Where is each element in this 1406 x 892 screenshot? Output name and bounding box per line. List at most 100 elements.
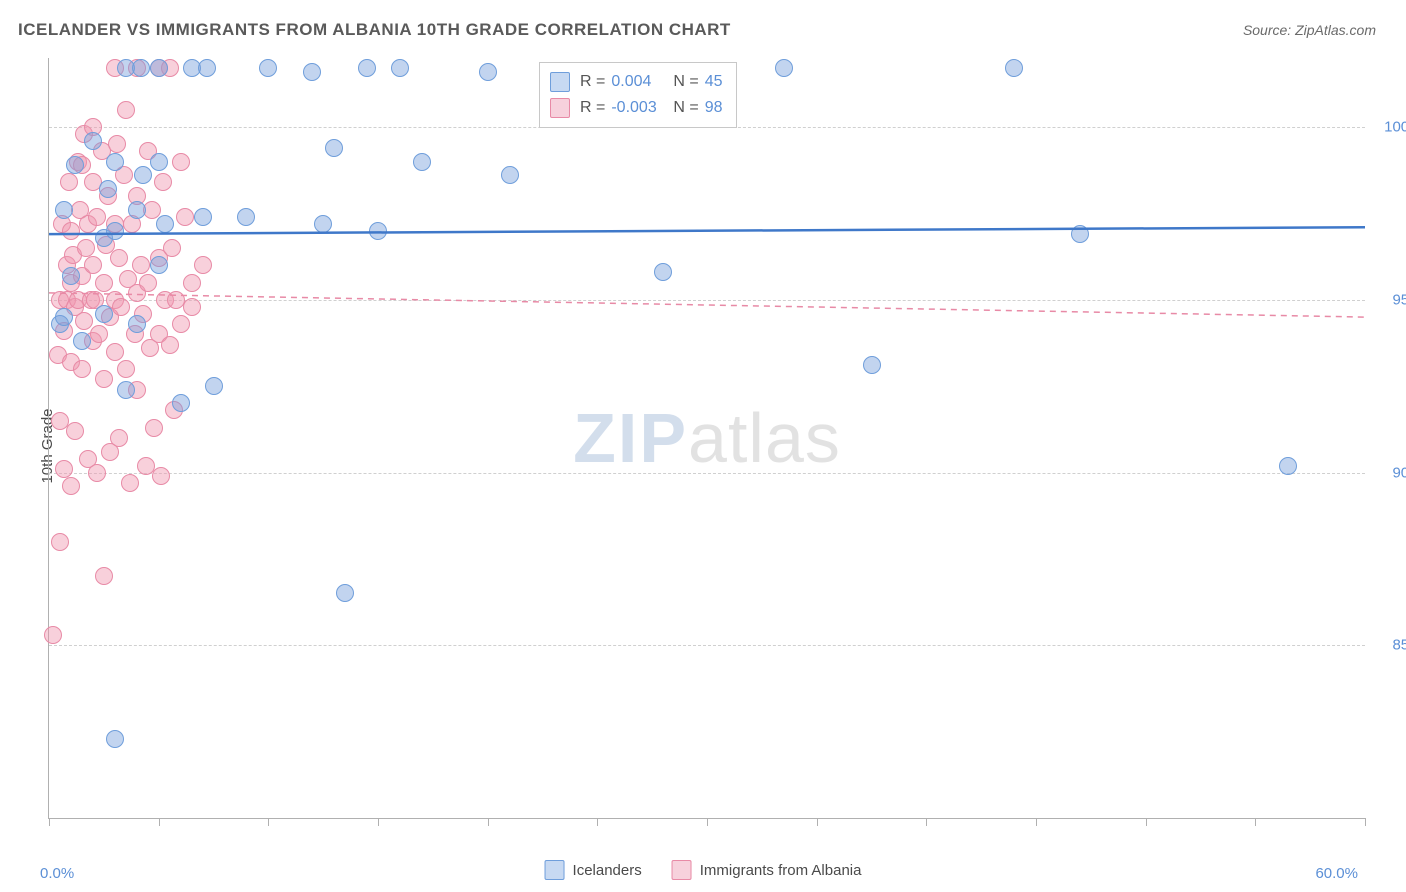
data-point [121,474,139,492]
data-point [172,153,190,171]
data-point [117,381,135,399]
data-point [325,139,343,157]
data-point [106,343,124,361]
data-point [128,201,146,219]
data-point [369,222,387,240]
data-point [110,429,128,447]
data-point [479,63,497,81]
legend-swatch-icon [672,860,692,880]
data-point [55,460,73,478]
data-point [95,305,113,323]
data-point [152,467,170,485]
x-tick [49,818,50,826]
data-point [150,153,168,171]
bottom-legend-item: Icelanders [545,860,642,880]
data-point [863,356,881,374]
data-point [88,208,106,226]
data-point [90,325,108,343]
data-point [62,477,80,495]
bottom-legend: Icelanders Immigrants from Albania [545,860,862,880]
data-point [194,208,212,226]
data-point [314,215,332,233]
data-point [84,256,102,274]
data-point [95,274,113,292]
x-tick [1146,818,1147,826]
data-point [106,153,124,171]
data-point [198,59,216,77]
data-point [145,419,163,437]
legend-swatch-icon [550,72,570,92]
data-point [99,180,117,198]
x-tick [268,818,269,826]
data-point [110,249,128,267]
x-tick [597,818,598,826]
data-point [117,360,135,378]
correlation-legend: R =0.004N =45 R =-0.003N =98 [539,62,737,128]
x-tick [1365,818,1366,826]
data-point [55,201,73,219]
data-point [51,533,69,551]
data-point [654,263,672,281]
watermark: ZIPatlas [573,398,841,478]
legend-label: Immigrants from Albania [700,862,862,879]
data-point [183,274,201,292]
data-point [303,63,321,81]
data-point [84,132,102,150]
data-point [501,166,519,184]
trend-line [49,227,1365,234]
legend-swatch-icon [550,98,570,118]
x-tick [378,818,379,826]
data-point [205,377,223,395]
bottom-legend-item: Immigrants from Albania [672,860,862,880]
data-point [183,298,201,316]
data-point [139,274,157,292]
x-axis-min-label: 0.0% [40,865,74,882]
data-point [88,464,106,482]
data-point [106,222,124,240]
data-point [156,215,174,233]
trend-layer [49,58,1365,818]
data-point [150,256,168,274]
data-point [77,239,95,257]
data-point [66,422,84,440]
data-point [237,208,255,226]
data-point [194,256,212,274]
data-point [60,173,78,191]
data-point [66,156,84,174]
y-tick-label: 90.0% [1375,464,1406,481]
x-tick [1255,818,1256,826]
x-tick [707,818,708,826]
x-tick [1036,818,1037,826]
data-point [1005,59,1023,77]
data-point [117,101,135,119]
data-point [1279,457,1297,475]
gridline [49,645,1365,646]
data-point [775,59,793,77]
data-point [358,59,376,77]
data-point [161,336,179,354]
data-point [62,267,80,285]
watermark-zip: ZIP [573,399,688,477]
data-point [163,239,181,257]
y-tick-label: 95.0% [1375,291,1406,308]
watermark-atlas: atlas [688,399,841,477]
legend-stats: R =0.004N =45 [580,73,722,91]
data-point [55,308,73,326]
x-axis-max-label: 60.0% [1315,865,1358,882]
legend-row: R =-0.003N =98 [550,95,722,121]
data-point [95,567,113,585]
data-point [73,360,91,378]
data-point [73,332,91,350]
data-point [44,626,62,644]
data-point [106,730,124,748]
data-point [413,153,431,171]
chart-title: ICELANDER VS IMMIGRANTS FROM ALBANIA 10T… [18,20,731,40]
data-point [108,135,126,153]
legend-row: R =0.004N =45 [550,69,722,95]
trend-line [49,293,1365,317]
x-tick [817,818,818,826]
legend-stats: R =-0.003N =98 [580,99,722,117]
data-point [172,394,190,412]
y-tick-label: 85.0% [1375,637,1406,654]
data-point [259,59,277,77]
